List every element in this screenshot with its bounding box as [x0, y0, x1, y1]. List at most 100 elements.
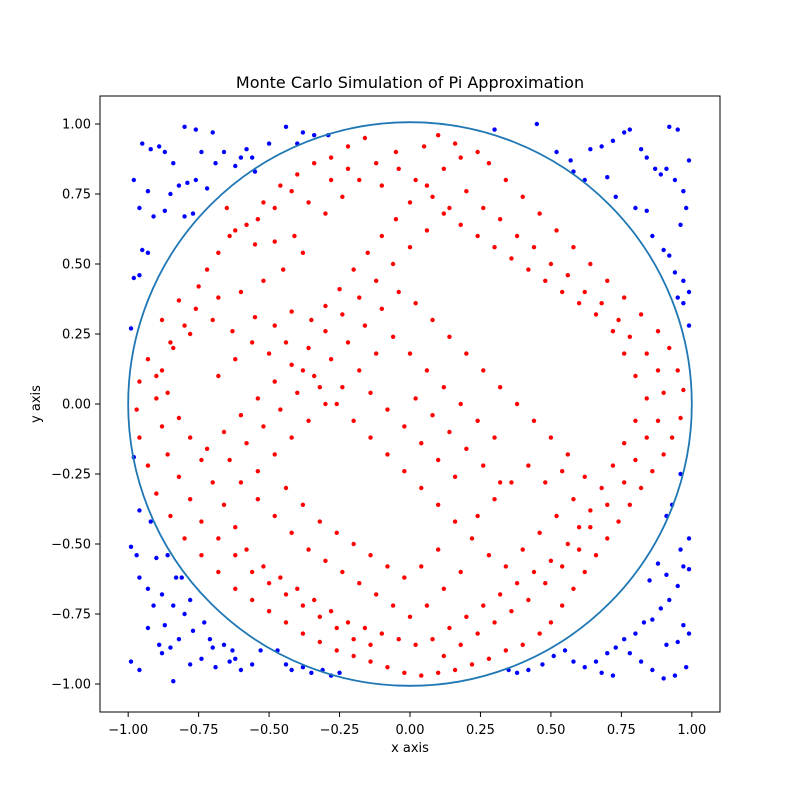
outside-point — [207, 637, 213, 642]
inside-point — [526, 597, 531, 603]
inside-point — [216, 250, 221, 255]
outside-point — [652, 166, 658, 171]
inside-point — [430, 194, 435, 199]
inside-point — [621, 480, 627, 485]
inside-point — [373, 161, 379, 166]
inside-point — [255, 396, 261, 401]
outside-point — [145, 189, 151, 194]
inside-point — [340, 569, 345, 575]
outside-point — [221, 149, 227, 155]
inside-point — [249, 340, 255, 345]
inside-point — [317, 519, 323, 524]
inside-point — [616, 317, 621, 323]
inside-point — [421, 144, 427, 149]
outside-point — [644, 155, 649, 160]
inside-point — [145, 463, 151, 468]
inside-point — [261, 424, 266, 429]
inside-point — [311, 373, 317, 379]
inside-point — [599, 301, 604, 306]
inside-point — [328, 155, 334, 160]
inside-point — [373, 351, 379, 356]
inside-point — [334, 530, 339, 535]
inside-point — [452, 667, 458, 673]
inside-point — [402, 670, 407, 675]
inside-point — [548, 435, 554, 440]
outside-point — [179, 575, 184, 580]
inside-point — [334, 648, 339, 653]
inside-point — [306, 200, 311, 205]
inside-point — [621, 351, 627, 356]
outside-point — [650, 233, 655, 239]
inside-point — [667, 345, 672, 351]
inside-point — [227, 233, 232, 239]
inside-point — [272, 205, 277, 211]
inside-point — [357, 581, 362, 586]
outside-point — [156, 144, 162, 149]
inside-point — [328, 357, 334, 362]
inside-point — [430, 413, 435, 418]
inside-point — [390, 603, 396, 608]
inside-point — [481, 603, 486, 608]
inside-point — [272, 379, 277, 384]
inside-point — [559, 603, 565, 608]
inside-point — [390, 334, 396, 339]
inside-point — [610, 463, 616, 468]
outside-point — [599, 144, 604, 149]
outside-point — [199, 656, 204, 661]
outside-point — [686, 631, 692, 636]
outside-point — [672, 673, 678, 678]
inside-point — [261, 564, 266, 569]
inside-point — [328, 177, 334, 183]
inside-point — [244, 441, 249, 446]
unit-circle — [127, 121, 693, 687]
inside-point — [526, 463, 531, 468]
inside-point — [497, 217, 503, 222]
outside-point — [128, 326, 134, 331]
chart-title: Monte Carlo Simulation of Pi Approximati… — [236, 73, 584, 92]
inside-point — [520, 547, 525, 552]
inside-point — [514, 233, 520, 239]
inside-point — [655, 329, 661, 334]
inside-point — [559, 469, 565, 474]
inside-point — [633, 457, 638, 463]
inside-point — [334, 625, 339, 631]
outside-point — [137, 205, 142, 211]
x-tick-label: 1.00 — [677, 723, 706, 738]
inside-point — [441, 385, 447, 390]
inside-point — [554, 228, 559, 233]
inside-point — [317, 639, 323, 645]
outside-point — [514, 670, 520, 675]
inside-point — [351, 267, 356, 272]
inside-point — [289, 530, 294, 535]
inside-point — [216, 536, 221, 541]
inside-point — [295, 172, 300, 177]
inside-point — [385, 452, 390, 457]
outside-point — [672, 270, 678, 275]
outside-point — [582, 665, 587, 670]
inside-point — [351, 653, 356, 659]
inside-point — [537, 631, 542, 636]
inside-point — [548, 620, 554, 625]
inside-point — [605, 502, 610, 507]
outside-point — [137, 273, 142, 278]
inside-point — [481, 463, 486, 468]
inside-point — [176, 298, 182, 303]
inside-point — [199, 457, 204, 463]
outside-point — [672, 177, 678, 183]
inside-point — [469, 662, 475, 667]
x-tick-label: 0.75 — [607, 723, 636, 738]
inside-point — [458, 222, 463, 227]
inside-point — [216, 295, 221, 300]
inside-point — [576, 547, 582, 552]
inside-point — [571, 497, 576, 502]
inside-point — [638, 485, 644, 491]
inside-point — [419, 441, 424, 446]
inside-point — [531, 245, 537, 250]
inside-point — [402, 575, 407, 580]
inside-point — [509, 256, 514, 261]
inside-point — [588, 508, 593, 513]
inside-point — [323, 329, 328, 334]
inside-point — [661, 452, 666, 457]
outside-point — [678, 222, 683, 227]
inside-point — [159, 424, 165, 429]
